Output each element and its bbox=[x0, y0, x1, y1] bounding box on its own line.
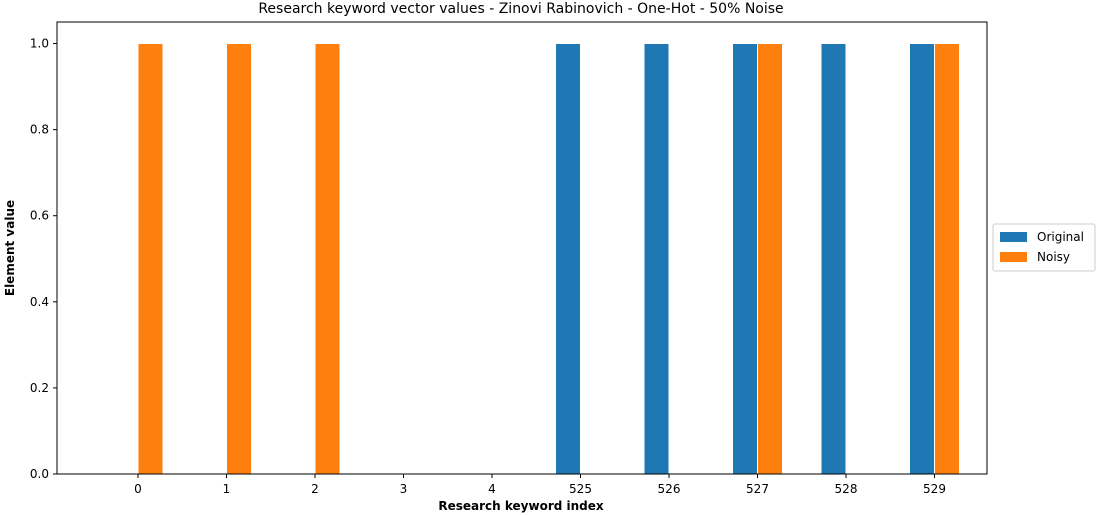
x-axis: 0 1 2 3 4 525 526 527 528 529 bbox=[134, 474, 946, 496]
bar-original-526 bbox=[643, 43, 670, 475]
y-tick-label: 1.0 bbox=[30, 37, 49, 51]
y-tick-label: 0.0 bbox=[30, 467, 49, 481]
x-axis-title: Research keyword index bbox=[438, 499, 604, 513]
bar-original-529 bbox=[909, 43, 935, 475]
x-tick-label: 527 bbox=[746, 482, 769, 496]
legend-swatch-original bbox=[1000, 232, 1027, 242]
bar-noisy-0 bbox=[137, 43, 164, 475]
bar-noisy-529 bbox=[934, 43, 960, 475]
legend: Original Noisy bbox=[992, 223, 1096, 272]
y-tick-label: 0.4 bbox=[30, 295, 49, 309]
chart-title: Research keyword vector values - Zinovi … bbox=[258, 1, 783, 17]
legend-label-noisy: Noisy bbox=[1037, 250, 1070, 264]
bar-noisy-2 bbox=[314, 43, 341, 475]
y-tick-label: 0.2 bbox=[30, 381, 49, 395]
legend-label-original: Original bbox=[1037, 230, 1084, 244]
bar-original-527 bbox=[732, 43, 758, 475]
bar-original-528 bbox=[820, 43, 847, 475]
x-tick-label: 1 bbox=[223, 482, 231, 496]
x-tick-label: 528 bbox=[835, 482, 858, 496]
x-tick-label: 3 bbox=[400, 482, 408, 496]
x-tick-label: 4 bbox=[488, 482, 496, 496]
plot-area bbox=[137, 43, 960, 475]
x-tick-label: 0 bbox=[134, 482, 142, 496]
y-tick-label: 0.6 bbox=[30, 209, 49, 223]
x-tick-label: 525 bbox=[569, 482, 592, 496]
y-axis-title: Element value bbox=[3, 200, 17, 296]
legend-swatch-noisy bbox=[1000, 252, 1027, 262]
x-tick-label: 529 bbox=[923, 482, 946, 496]
plot-frame bbox=[56, 21, 988, 475]
bar-original-525 bbox=[555, 43, 581, 475]
y-tick-label: 0.8 bbox=[30, 123, 49, 137]
bar-noisy-1 bbox=[226, 43, 252, 475]
x-tick-label: 526 bbox=[658, 482, 681, 496]
y-axis: 0.0 0.2 0.4 0.6 0.8 1.0 bbox=[30, 37, 57, 481]
x-tick-label: 2 bbox=[311, 482, 319, 496]
bar-noisy-527 bbox=[757, 43, 783, 475]
